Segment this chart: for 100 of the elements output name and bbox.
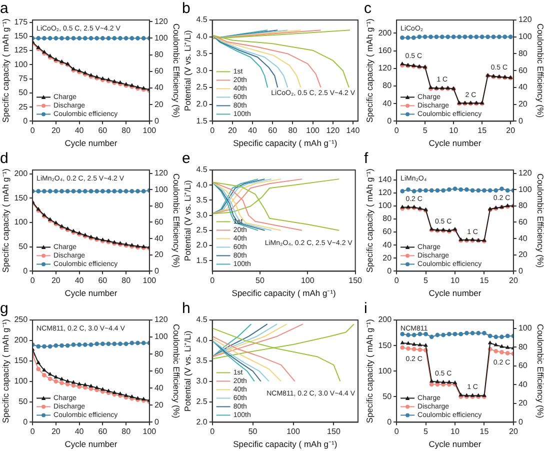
x-tick-label: 10 (450, 276, 460, 286)
y2-tick-label: 120 (518, 168, 532, 178)
x-tick-label: 20 (51, 427, 61, 436)
chart-title: c (364, 0, 372, 18)
y2-tick-label: 60 (518, 217, 528, 226)
chart-title: b (182, 0, 190, 18)
y-tick-label: 100 (14, 376, 28, 386)
y-tick-label: 120 (378, 64, 392, 73)
y-tick-label: 2.5 (196, 82, 208, 92)
x-tick-label: 20 (509, 276, 518, 286)
y2-axis-title: Coulombic Efficiency (%) (536, 23, 546, 118)
y-axis-title: Specific capacity ( mAh g⁻¹) (0, 18, 10, 123)
x-axis-title: Cycle number (64, 288, 118, 298)
x-tick-label: 5 (424, 427, 429, 436)
y-tick-label: 160 (378, 46, 392, 56)
y-tick-label: 3.5 (196, 356, 208, 366)
chart-title: d (0, 150, 8, 168)
y-axis-title: Specific capacity ( mAh g⁻¹) (364, 318, 374, 424)
y-tick-label: 175 (14, 17, 28, 26)
y2-tick-label: 20 (154, 400, 164, 410)
y2-tick-label: 80 (154, 201, 164, 210)
y2-axis-title: Coulombic Efficiency (%) (536, 324, 546, 418)
y-axis-title: Potential (V vs. Li⁺/Li) (182, 330, 192, 412)
y-axis-title: Specific capacity ( mAh g⁻¹) (0, 168, 10, 273)
y-tick-label: 140 (378, 174, 392, 184)
x-axis-title: Cycle number (428, 138, 482, 148)
x-tick-label: 50 (248, 427, 258, 436)
y2-tick-label: 60 (154, 217, 164, 226)
y-tick-label: 3.0 (196, 376, 208, 386)
y2-tick-label: 80 (154, 50, 164, 60)
x-tick-label: 80 (288, 126, 298, 136)
y2-tick-label: 40 (518, 234, 528, 243)
y-tick-label: 4.0 (196, 180, 208, 190)
y2-tick-label: 80 (518, 342, 528, 352)
y-tick-label: 1.5 (196, 256, 208, 265)
y-tick-label: 150 (14, 32, 28, 41)
y2-tick-label: 0 (154, 417, 160, 426)
y-tick-label: 40 (382, 240, 392, 250)
x-axis-title: Specific capacity ( mAh g⁻¹) (232, 288, 336, 298)
y-tick-label: 60 (382, 227, 392, 236)
y-tick-label: 2.0 (196, 100, 208, 109)
x-axis-title: Cycle number (428, 439, 482, 450)
x-tick-label: 40 (74, 276, 84, 286)
x-tick-label: 15 (480, 276, 490, 286)
y2-axis-title: Coulombic Efficiency (%) (172, 324, 182, 418)
x-tick-label: 0 (30, 126, 36, 136)
y-tick-label: 150 (14, 193, 28, 202)
x-tick-label: 60 (98, 126, 108, 136)
y2-tick-label: 0 (154, 266, 160, 276)
x-axis-title: Specific capacity ( mAh g⁻¹) (233, 439, 338, 450)
x-tick-label: 0 (210, 427, 216, 436)
y-tick-label: 200 (14, 336, 28, 345)
y-tick-label: 2.0 (196, 417, 208, 426)
y-tick-label: 1.5 (196, 116, 208, 126)
x-axis-title: Cycle number (428, 288, 482, 298)
x-tick-label: 50 (256, 276, 265, 286)
y-tick-label: 3.5 (196, 195, 208, 204)
y2-tick-label: 0 (154, 116, 160, 126)
x-tick-label: 80 (122, 427, 132, 436)
x-tick-label: 100 (142, 427, 157, 436)
y2-tick-label: 120 (154, 168, 168, 178)
y-tick-label: 100 (378, 366, 392, 376)
y-tick-label: 150 (378, 340, 392, 350)
y-tick-label: 4.5 (196, 315, 208, 324)
chart-title: e (182, 150, 190, 168)
x-tick-label: 60 (98, 427, 108, 436)
x-tick-label: 20 (51, 126, 61, 136)
y2-tick-label: 40 (518, 82, 528, 92)
y-axis-title: Specific capacity ( mAh g⁻¹) (364, 18, 374, 123)
y-tick-label: 150 (14, 356, 28, 366)
y-tick-label: 50 (18, 88, 28, 98)
y-tick-label: 200 (14, 169, 28, 178)
x-axis-title: Cycle number (64, 439, 118, 450)
y2-tick-label: 40 (154, 83, 164, 92)
x-tick-label: 80 (122, 276, 132, 286)
x-tick-label: 5 (424, 276, 429, 286)
y2-tick-label: 80 (518, 48, 528, 58)
y-tick-label: 2.0 (196, 240, 208, 250)
y-tick-label: 200 (378, 315, 392, 324)
y2-tick-label: 100 (154, 332, 168, 342)
y2-tick-label: 20 (518, 398, 528, 408)
y2-tick-label: 100 (518, 184, 532, 194)
y-tick-label: 4.5 (196, 165, 208, 174)
y2-tick-label: 40 (154, 234, 164, 243)
x-tick-label: 100 (286, 427, 300, 436)
y-tick-label: 75 (18, 74, 28, 83)
y2-tick-label: 20 (518, 100, 528, 109)
y2-tick-label: 0 (518, 417, 524, 426)
y-axis-title: Specific capacity ( mAh g⁻¹) (0, 318, 10, 424)
y-tick-label: 25 (18, 102, 28, 112)
x-tick-label: 140 (346, 126, 360, 136)
y-axis-title: Potential (V vs. Li⁺/Li) (182, 180, 192, 262)
y-tick-label: 2.5 (196, 226, 208, 235)
y2-tick-label: 0 (518, 266, 524, 276)
y-tick-label: 125 (14, 46, 28, 55)
x-tick-label: 15 (478, 126, 488, 136)
x-tick-label: 150 (327, 427, 341, 436)
y-tick-label: 200 (378, 28, 392, 38)
x-tick-label: 120 (326, 126, 340, 136)
x-axis-title: Specific capacity ( mAh g⁻¹) (233, 138, 338, 148)
